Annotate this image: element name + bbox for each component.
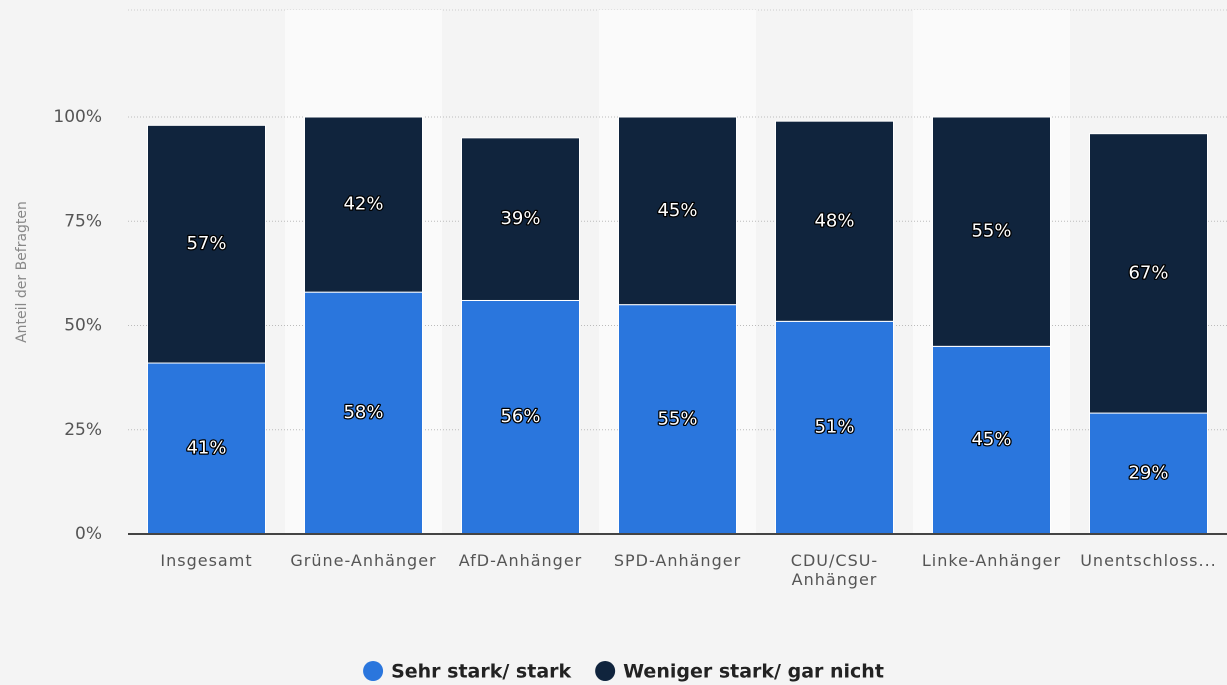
data-label: 58%	[343, 402, 383, 423]
legend-swatch	[363, 661, 384, 681]
bar-segment	[775, 120, 894, 322]
x-tick-label: AfD-Anhänger	[458, 551, 583, 570]
bar-segment	[1089, 133, 1208, 414]
data-label: 51%	[814, 417, 854, 438]
x-tick-label: SPD-Anhänger	[613, 551, 742, 570]
bar-segment	[932, 116, 1051, 347]
legend-label: Sehr stark/ stark	[391, 661, 571, 683]
bar-segment	[932, 345, 1051, 535]
bar-segment	[775, 320, 894, 535]
data-label: 29%	[1128, 463, 1168, 484]
x-label-box: SPD-Anhänger	[613, 551, 742, 570]
data-label: 41%	[186, 438, 226, 459]
y-tick-label: 0%	[75, 524, 102, 544]
x-label-box: Linke-Anhänger	[921, 551, 1062, 570]
data-label: 45%	[971, 429, 1011, 450]
data-label: 39%	[500, 208, 540, 229]
y-tick-label: 50%	[64, 316, 102, 336]
data-label: 55%	[971, 221, 1011, 242]
x-tick-label: Unentschloss...	[1080, 551, 1217, 570]
data-label: 42%	[343, 194, 383, 215]
x-label-box: Insgesamt	[160, 551, 253, 570]
data-label: 45%	[657, 200, 697, 221]
x-label-box: Unentschloss...	[1080, 551, 1217, 570]
x-tick-label: Insgesamt	[160, 551, 253, 570]
legend-swatch	[595, 661, 616, 681]
bar-segment	[461, 137, 580, 301]
data-label: 57%	[186, 233, 226, 254]
legend: Sehr stark/ stark Weniger stark/ gar nich…	[363, 661, 884, 683]
x-label-box: CDU/CSU-Anhänger	[790, 551, 879, 589]
y-axis-label: Anteil der Befragten	[14, 201, 30, 343]
x-label-box: AfD-Anhänger	[458, 551, 583, 570]
data-label: 48%	[814, 210, 854, 231]
data-label: 55%	[657, 408, 697, 429]
x-tick-label: Grüne-Anhänger	[290, 551, 437, 570]
bar-segment	[147, 362, 266, 535]
bar-segment	[1089, 412, 1208, 535]
x-tick-label: Linke-Anhänger	[921, 551, 1062, 570]
y-tick-label: 75%	[64, 211, 102, 231]
x-tick-label: CDU/CSU-Anhänger	[790, 551, 879, 589]
bar-segment	[304, 291, 423, 535]
y-tick-label: 100%	[53, 107, 102, 127]
bar-segment	[304, 116, 423, 293]
y-tick-label: 25%	[64, 420, 102, 440]
bar-segment	[147, 124, 266, 364]
bar-segment	[618, 116, 737, 306]
bar-segment	[461, 299, 580, 535]
x-label-box: Grüne-Anhänger	[290, 551, 437, 570]
data-label: 67%	[1128, 262, 1168, 283]
data-label: 56%	[500, 406, 540, 427]
legend-label: Weniger stark/ gar nicht	[623, 661, 884, 683]
